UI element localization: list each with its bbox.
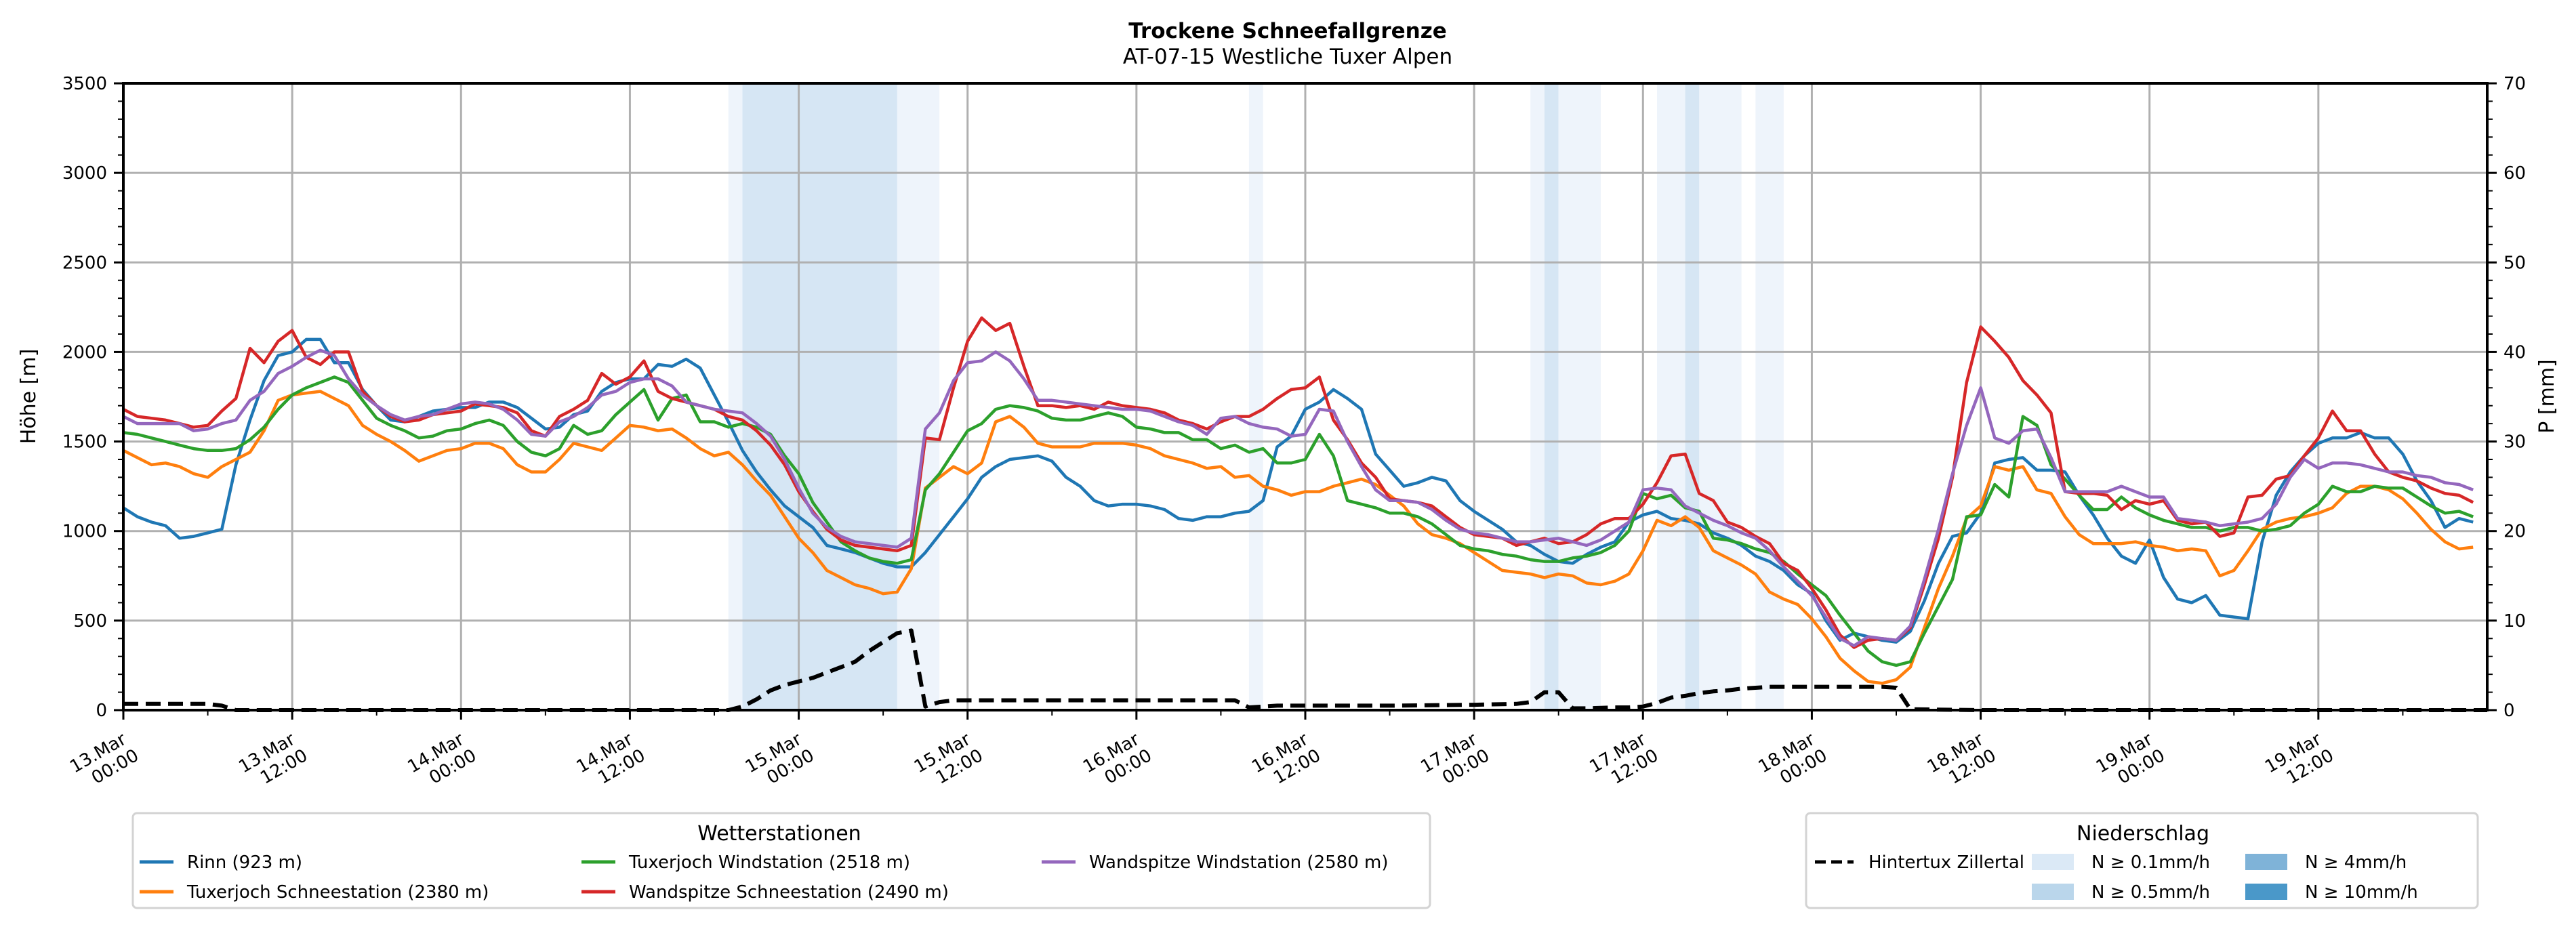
y2-tick-label: 10 [2503,611,2526,632]
legend-label: Tuxerjoch Windstation (2518 m) [628,852,910,873]
legend-precip-line-label: Hintertux Zillertal [1868,852,2024,873]
precip-band [1699,83,1742,710]
legend-precip-title: Niederschlag [2077,822,2209,846]
y-axis-label: Höhe [m] [17,349,41,445]
y2-tick-label: 0 [2503,701,2515,721]
y2-tick-label: 30 [2503,432,2526,453]
y2-tick-label: 50 [2503,253,2526,273]
legend-precip: Niederschlag Hintertux Zillertal N ≥ 0.1… [1805,812,2479,909]
precip-bands [728,83,1784,710]
y2-tick-label: 40 [2503,342,2526,363]
y-tick-label: 2000 [62,342,107,363]
precip-band [1755,83,1784,710]
legend-band-label: N ≥ 0.1mm/h [2091,852,2210,873]
series-line [122,316,2474,649]
precip-band [742,83,897,710]
legend-band-label: N ≥ 4mm/h [2305,852,2407,873]
precip-line [123,628,2487,712]
y-axis-right: 0 10 20 30 40 50 60 70 [2487,74,2526,721]
legend-band-swatch [2032,884,2074,900]
y2-axis-label: P [mm] [2535,359,2559,433]
y2-tick-label: 20 [2503,522,2526,542]
legend-label: Rinn (923 m) [187,852,302,873]
y-tick-label: 3500 [62,74,107,94]
y-tick-label: 1000 [62,522,107,542]
legend-band-swatch [2245,884,2287,900]
precip-band [1657,83,1685,710]
series-line [123,375,2474,667]
legend-stations: Wetterstationen Rinn (923 m) Tuxerjoch Sc… [131,812,1431,909]
legend-label: Wandspitze Schneestation (2490 m) [629,882,949,903]
chart-subtitle: AT-07-15 Westliche Tuxer Alpen [1123,45,1452,69]
y-tick-label: 0 [96,701,107,721]
precip-band [1248,83,1263,710]
legend-label: Tuxerjoch Schneestation (2380 m) [186,882,489,903]
precip-band [728,83,743,710]
legend-band-label: N ≥ 0.5mm/h [2091,882,2210,903]
y-tick-label: 1500 [62,432,107,453]
series-line [122,390,2474,685]
y-tick-label: 2500 [62,253,107,273]
precip-band [1685,83,1700,710]
precip-band [1558,83,1601,710]
legend-band-swatch [2032,854,2074,870]
grid-lines [122,82,2487,711]
y-tick-label: 3000 [62,163,107,184]
series-line [122,348,2474,648]
legend-label: Wandspitze Windstation (2580 m) [1089,852,1388,873]
series-lines [122,316,2487,712]
precip-band [1544,83,1559,710]
legend-band-swatch [2245,854,2287,870]
y2-tick-label: 60 [2503,163,2526,184]
legend-stations-title: Wetterstationen [697,822,861,846]
precip-band [1530,83,1545,710]
chart-title: Trockene Schneefallgrenze [1128,19,1447,43]
y-axis-left: 0 500 1000 1500 2000 2500 3000 3500 [62,74,123,721]
precip-band [897,83,940,710]
legend-band-label: N ≥ 10mm/h [2305,882,2418,903]
series-line [122,337,2474,644]
y2-tick-label: 70 [2503,74,2526,94]
y-tick-label: 500 [73,611,107,632]
